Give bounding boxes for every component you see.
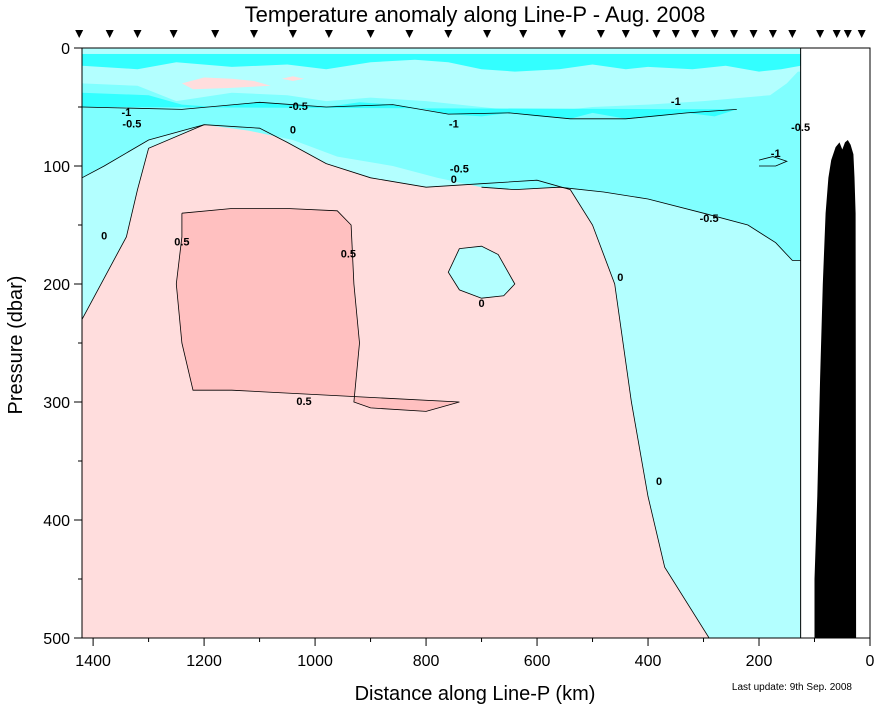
- contour-label: -1: [122, 107, 132, 119]
- y-tick-label: 400: [43, 513, 70, 530]
- contour-label: 0: [451, 174, 457, 186]
- station-marker: [621, 30, 630, 38]
- contour-line: [481, 186, 801, 261]
- station-marker: [324, 30, 333, 38]
- contour-label: 0: [656, 476, 662, 488]
- contour-label: -1: [449, 119, 459, 131]
- station-marker: [730, 30, 738, 38]
- y-tick-label: 100: [43, 159, 70, 176]
- station-markers: [75, 30, 866, 38]
- x-tick-label: 1200: [186, 653, 222, 670]
- station-marker: [816, 30, 825, 38]
- contour-labels: -1-0.5-0.50 -1-1-0.50-0.5-0.5-10 0.50.5000…: [101, 96, 810, 488]
- station-marker: [768, 30, 777, 38]
- contour-line: [81, 101, 737, 120]
- anomaly-region: [82, 92, 737, 119]
- station-marker: [788, 30, 797, 38]
- station-marker: [596, 30, 605, 38]
- contour-label: 0: [101, 231, 107, 243]
- station-marker: [558, 30, 566, 38]
- station-marker: [288, 30, 297, 38]
- station-marker: [405, 30, 414, 38]
- station-marker: [105, 30, 114, 38]
- station-marker: [832, 30, 841, 38]
- station-marker: [250, 30, 258, 38]
- contour-label: 0: [478, 298, 484, 310]
- y-axis-label: Pressure (dbar): [5, 276, 27, 415]
- contour-label: -0.5: [450, 163, 469, 175]
- contour-label: -1: [671, 96, 681, 108]
- contour-line: [758, 156, 788, 167]
- contour-label: 0.5: [296, 396, 311, 408]
- station-marker: [169, 30, 178, 38]
- y-tick-label: 200: [43, 277, 70, 294]
- x-tick-label: 1000: [297, 653, 333, 670]
- anomaly-region: [176, 208, 460, 412]
- contour-line: [81, 124, 205, 179]
- anomaly-regions: [82, 48, 801, 638]
- x-tick-label: 0: [866, 653, 875, 670]
- contour-label: -0.5: [289, 101, 308, 113]
- contour-label: 0: [617, 272, 623, 284]
- station-marker: [843, 30, 852, 38]
- contour-label: 0.5: [341, 248, 356, 260]
- anomaly-region: [181, 77, 271, 90]
- contour-label: -0.5: [791, 122, 810, 134]
- anomaly-region: [82, 48, 801, 54]
- x-tick-label: 400: [635, 653, 662, 670]
- station-marker: [444, 30, 453, 38]
- x-axis: 1400 1200 1000 800 600 400 200 0: [75, 637, 875, 670]
- station-marker: [857, 30, 866, 38]
- x-tick-label: 800: [413, 653, 440, 670]
- contour-label: -0.5: [122, 119, 141, 131]
- station-marker: [691, 30, 700, 38]
- station-marker: [211, 30, 220, 38]
- station-marker: [483, 30, 492, 38]
- contour-line: [81, 124, 710, 639]
- x-tick-label: 1400: [75, 653, 111, 670]
- last-update-note: Last update: 9th Sep. 2008: [732, 682, 853, 693]
- y-tick-label: 500: [43, 631, 70, 648]
- station-marker: [710, 30, 719, 38]
- y-axis: 0 100 200 300 400 500: [43, 41, 83, 648]
- y-tick-label: 300: [43, 395, 70, 412]
- station-marker: [671, 30, 680, 38]
- x-tick-label: 600: [524, 653, 551, 670]
- contour-line: [175, 208, 460, 412]
- station-marker: [133, 30, 142, 38]
- seafloor: [814, 140, 857, 638]
- station-marker: [652, 30, 661, 38]
- contour-label: 0.5: [174, 237, 189, 249]
- x-tick-label: 200: [746, 653, 773, 670]
- x-axis-label: Distance along Line-P (km): [355, 683, 596, 705]
- chart-title: Temperature anomaly along Line-P - Aug. …: [245, 2, 706, 27]
- plot-area: -1-0.5-0.50 -1-1-0.50-0.5-0.5-10 0.50.5000…: [81, 47, 871, 639]
- anomaly-region: [82, 53, 801, 72]
- station-marker: [75, 30, 84, 38]
- contour-label: -1: [771, 148, 781, 160]
- contour-label: 0: [290, 125, 296, 137]
- station-marker: [749, 30, 758, 38]
- station-marker: [366, 30, 375, 38]
- contour-lines: [81, 101, 801, 639]
- anomaly-region: [281, 76, 304, 81]
- station-marker: [519, 30, 528, 38]
- contour-label: -0.5: [700, 213, 719, 225]
- y-tick-label: 0: [61, 41, 70, 58]
- contour-line: [447, 245, 516, 299]
- bathymetry: [814, 140, 857, 638]
- anomaly-region: [448, 246, 515, 299]
